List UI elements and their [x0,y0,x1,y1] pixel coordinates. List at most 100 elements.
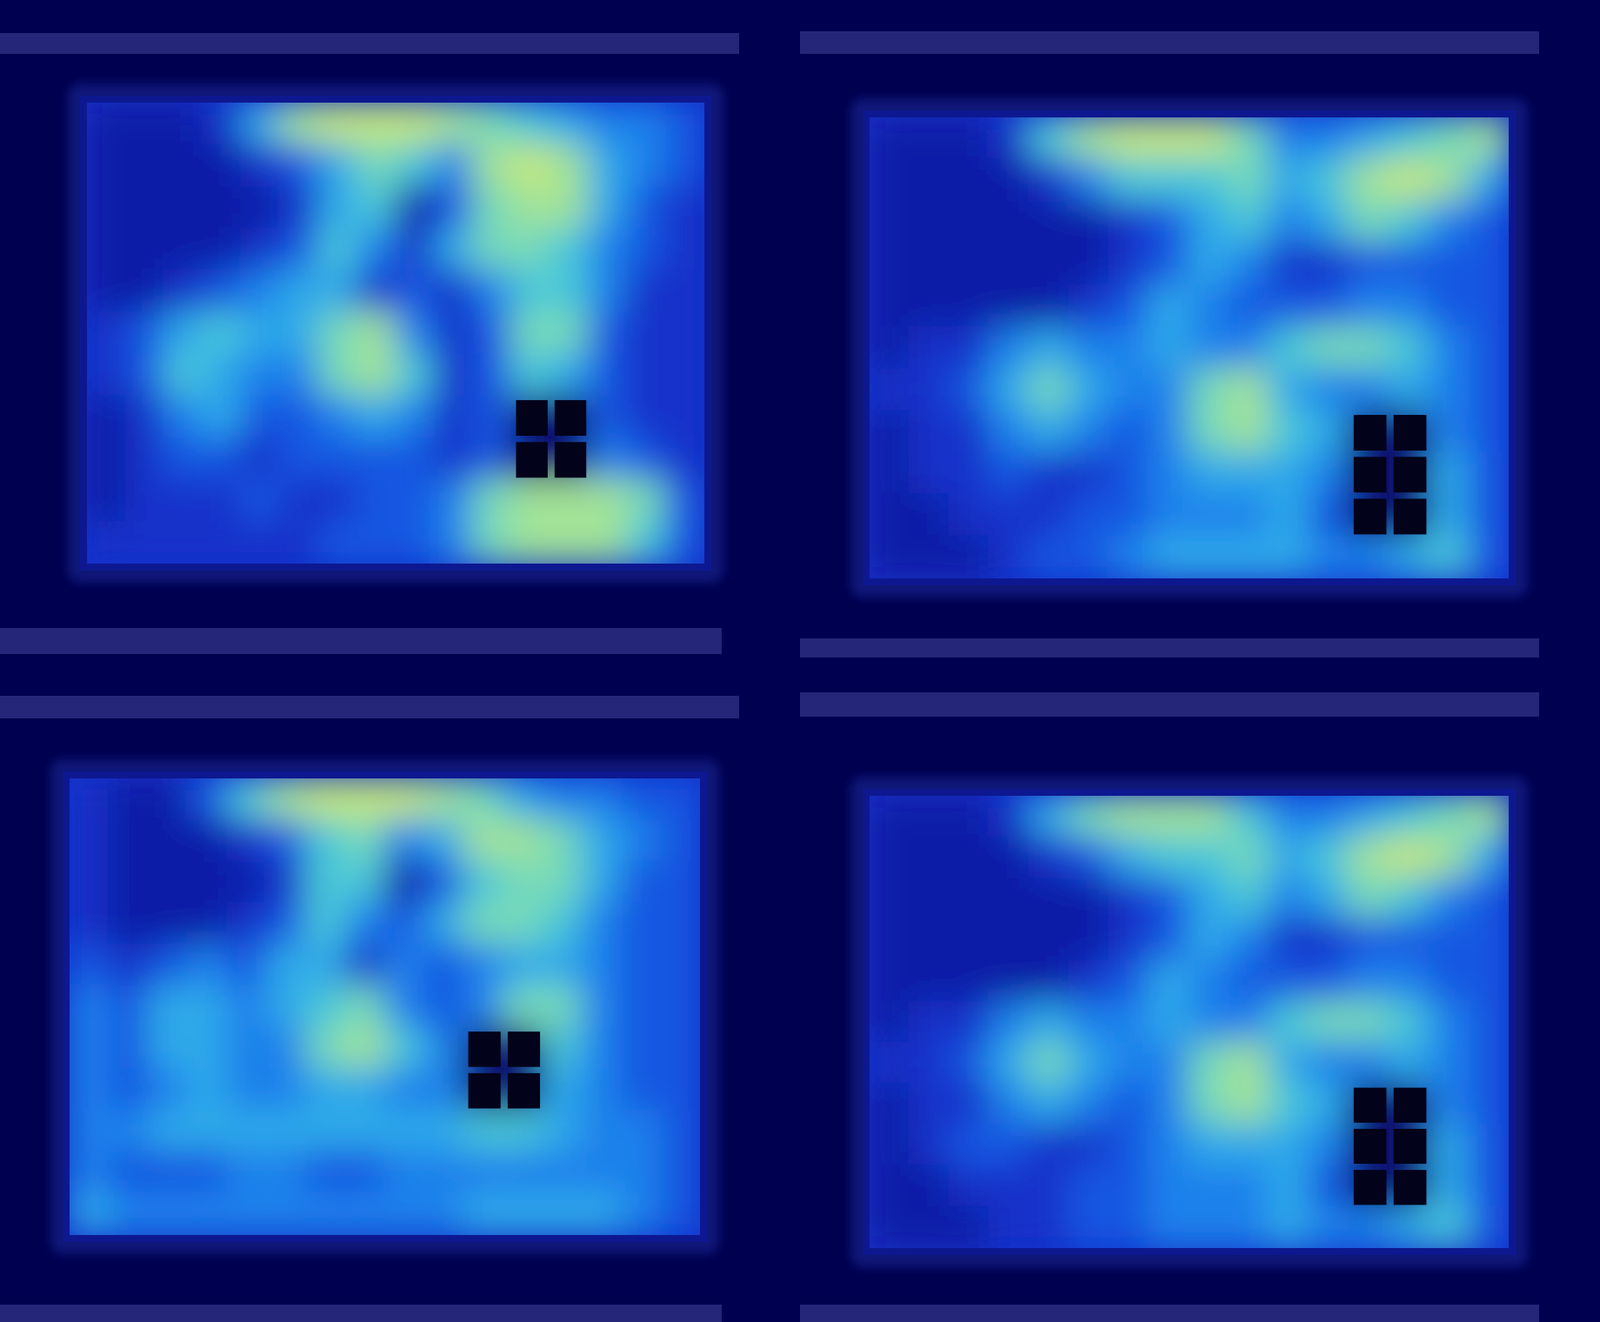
heat-cell [344,901,386,946]
heat-cell [163,520,204,564]
heat-cell [305,1067,347,1112]
heat-cell [384,819,426,863]
heat-cell [394,520,435,564]
heat-cell [226,1026,267,1070]
heat-cell [908,1000,951,1043]
heat-cell [1148,535,1191,579]
heat-cell [1387,242,1430,287]
heat-cell [1028,200,1071,244]
heat-cell [549,227,590,272]
heat-cell [620,943,661,987]
heat-cell [869,835,911,879]
heat-cell [1227,1164,1270,1207]
heat-cell [1467,795,1509,838]
heat-cell [186,860,228,904]
heat-cell [226,943,267,987]
heat-cell [107,1151,149,1195]
tray-border [80,95,712,571]
heat-cell [394,394,435,439]
heat-cell [1028,367,1071,412]
heat-cell [305,943,347,987]
plot-ground [69,778,700,1235]
heat-cell [423,985,465,1029]
heat-cell [660,985,700,1029]
heat-cell [988,493,1031,538]
heat-cell [1028,877,1071,920]
heat-cell [462,1151,504,1195]
heat-cell [948,242,991,287]
heat-cell [69,860,110,904]
plot-ground [869,795,1509,1248]
heat-cell [1108,326,1151,370]
heat-cell [147,778,189,821]
heat-cell [279,479,320,523]
heat-cell [626,143,667,187]
heat-cell [908,1164,951,1207]
heat-cell [549,353,590,397]
heat-cell [1427,1164,1470,1207]
heat-cell [501,819,543,863]
tray-border [862,110,1516,586]
heat-cell [988,1082,1031,1126]
heat-cell [147,985,189,1029]
heat-cell [948,451,991,495]
heat-cell [433,353,474,397]
heat-cell [1188,1000,1231,1043]
masked-region [1393,456,1427,493]
heat-cell [1467,493,1509,538]
heat-cell [1028,409,1071,454]
heat-cell [1307,1041,1350,1085]
heat-cell [908,1082,951,1126]
heat-cell [626,311,667,355]
heat-cell [394,185,435,229]
heat-cell [433,227,474,272]
heat-cell [1148,451,1191,495]
heat-cell [1227,367,1270,412]
heat-cell [384,1192,426,1235]
heat-cell [1227,1206,1270,1248]
heat-cell [1227,959,1270,1002]
heat-cell [1188,795,1231,838]
heat-cell [1267,535,1310,579]
heat-cell [1148,959,1191,1002]
heat-cell [107,943,149,987]
heat-cell [1427,451,1470,495]
heat-cell [908,959,951,1002]
heat-cell [1227,284,1270,328]
heat-cell [147,1026,189,1070]
heat-cell [423,1151,465,1195]
heat-cell [1188,117,1231,160]
plot-ground [86,102,705,564]
heat-cell [626,520,667,564]
heat-cell [107,1109,149,1154]
heat-cell [665,436,705,480]
heat-cell [186,1026,228,1070]
heat-cell [384,1026,426,1070]
heat-cell [501,1192,543,1235]
heat-cell [665,311,705,355]
heat-cell [394,311,435,355]
masked-region [1393,414,1427,451]
heat-cell [541,778,583,821]
heat-cell [1347,117,1390,160]
heat-cell [1307,493,1350,538]
heat-cell [433,102,474,146]
heat-cell [240,185,281,229]
heat-cell [1267,1000,1310,1043]
heat-cell [1387,1000,1430,1043]
heat-cell [620,819,661,863]
heat-cell [1467,1082,1509,1126]
heat-cell [462,778,504,821]
heat-cell [541,1067,583,1112]
heat-cell [1387,284,1430,328]
heat-cell [240,143,281,187]
canvas [0,0,1600,1322]
heat-cell [472,269,513,314]
heat-cell [1387,918,1430,961]
heat-cell [1267,795,1310,838]
heat-cell [1267,1164,1310,1207]
heat-cell [279,353,320,397]
heat-cell [1387,1206,1430,1248]
heat-cell [1267,284,1310,328]
heat-cell [1227,117,1270,160]
